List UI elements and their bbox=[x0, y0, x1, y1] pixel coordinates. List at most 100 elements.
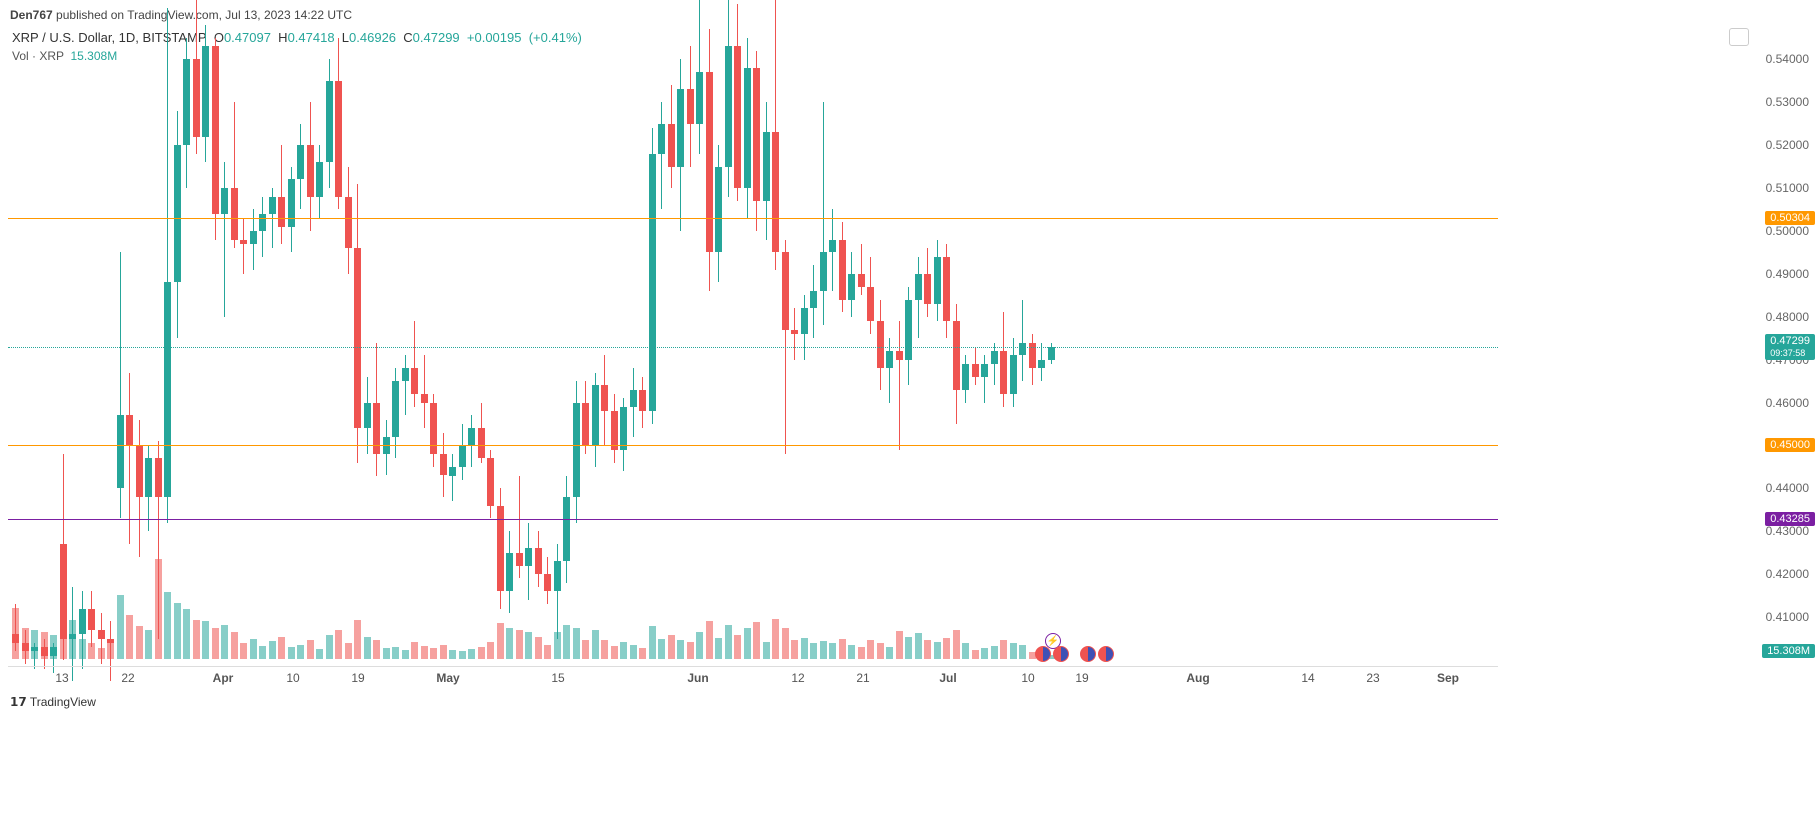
volume-bar[interactable] bbox=[592, 630, 599, 659]
volume-bar[interactable] bbox=[383, 648, 390, 659]
volume-bar[interactable] bbox=[725, 625, 732, 659]
volume-bar[interactable] bbox=[620, 642, 627, 659]
settings-button[interactable] bbox=[1729, 28, 1749, 46]
volume-bar[interactable] bbox=[677, 640, 684, 659]
volume-bar[interactable] bbox=[183, 609, 190, 659]
volume-bar[interactable] bbox=[88, 643, 95, 659]
volume-bar[interactable] bbox=[668, 635, 675, 659]
volume-bar[interactable] bbox=[953, 630, 960, 659]
volume-bar[interactable] bbox=[734, 635, 741, 659]
volume-bar[interactable] bbox=[829, 643, 836, 659]
volume-bar[interactable] bbox=[649, 626, 656, 659]
volume-bar[interactable] bbox=[155, 559, 162, 659]
volume-bar[interactable] bbox=[858, 647, 865, 659]
volume-bar[interactable] bbox=[972, 650, 979, 659]
volume-bar[interactable] bbox=[421, 646, 428, 659]
volume-bar[interactable] bbox=[307, 640, 314, 659]
volume-bar[interactable] bbox=[601, 640, 608, 659]
volume-bar[interactable] bbox=[117, 595, 124, 659]
horizontal-line[interactable] bbox=[8, 519, 1498, 520]
volume-bar[interactable] bbox=[364, 637, 371, 659]
volume-bar[interactable] bbox=[706, 621, 713, 659]
volume-bar[interactable] bbox=[772, 619, 779, 659]
volume-bar[interactable] bbox=[459, 651, 466, 659]
volume-bar[interactable] bbox=[658, 639, 665, 659]
volume-bar[interactable] bbox=[326, 635, 333, 659]
volume-bar[interactable] bbox=[611, 646, 618, 659]
volume-bar[interactable] bbox=[516, 630, 523, 659]
volume-bar[interactable] bbox=[687, 642, 694, 659]
volume-bar[interactable] bbox=[440, 645, 447, 659]
volume-bar[interactable] bbox=[250, 639, 257, 659]
volume-bar[interactable] bbox=[839, 639, 846, 659]
volume-bar[interactable] bbox=[554, 632, 561, 659]
volume-bar[interactable] bbox=[354, 620, 361, 659]
volume-bar[interactable] bbox=[848, 645, 855, 659]
volume-bar[interactable] bbox=[221, 625, 228, 659]
volume-bar[interactable] bbox=[535, 637, 542, 659]
volume-bar[interactable] bbox=[164, 592, 171, 659]
volume-bar[interactable] bbox=[896, 631, 903, 659]
volume-bar[interactable] bbox=[934, 642, 941, 659]
volume-bar[interactable] bbox=[316, 649, 323, 659]
volume-bar[interactable] bbox=[240, 643, 247, 659]
volume-bar[interactable] bbox=[962, 643, 969, 659]
volume-bar[interactable] bbox=[981, 648, 988, 659]
volume-bar[interactable] bbox=[497, 623, 504, 659]
volume-area[interactable] bbox=[8, 559, 1498, 659]
volume-bar[interactable] bbox=[563, 625, 570, 659]
volume-bar[interactable] bbox=[810, 643, 817, 659]
volume-bar[interactable] bbox=[639, 648, 646, 659]
volume-bar[interactable] bbox=[174, 603, 181, 659]
volume-bar[interactable] bbox=[782, 628, 789, 659]
volume-bar[interactable] bbox=[763, 642, 770, 659]
volume-bar[interactable] bbox=[79, 639, 86, 659]
volume-bar[interactable] bbox=[820, 641, 827, 659]
volume-bar[interactable] bbox=[544, 645, 551, 659]
volume-bar[interactable] bbox=[525, 632, 532, 659]
volume-bar[interactable] bbox=[278, 637, 285, 659]
volume-bar[interactable] bbox=[269, 641, 276, 659]
volume-bar[interactable] bbox=[791, 640, 798, 659]
volume-bar[interactable] bbox=[212, 628, 219, 659]
volume-bar[interactable] bbox=[335, 630, 342, 659]
event-badge-icon[interactable] bbox=[1080, 646, 1096, 662]
volume-bar[interactable] bbox=[487, 642, 494, 659]
volume-bar[interactable] bbox=[297, 645, 304, 659]
time-axis[interactable]: 1322Apr1019May15Jun1221Jul1019Aug1423Sep bbox=[8, 666, 1498, 684]
volume-bar[interactable] bbox=[373, 640, 380, 659]
volume-bar[interactable] bbox=[468, 649, 475, 659]
volume-bar[interactable] bbox=[98, 648, 105, 659]
volume-bar[interactable] bbox=[288, 647, 295, 659]
volume-bar[interactable] bbox=[753, 622, 760, 659]
event-badge-icon[interactable] bbox=[1098, 646, 1114, 662]
volume-bar[interactable] bbox=[126, 615, 133, 659]
volume-bar[interactable] bbox=[345, 643, 352, 659]
volume-bar[interactable] bbox=[430, 648, 437, 659]
horizontal-line[interactable] bbox=[8, 445, 1498, 446]
event-badge-icon[interactable] bbox=[1053, 646, 1069, 662]
volume-bar[interactable] bbox=[411, 642, 418, 659]
volume-bar[interactable] bbox=[905, 637, 912, 659]
volume-bar[interactable] bbox=[41, 632, 48, 659]
volume-bar[interactable] bbox=[50, 635, 57, 659]
volume-bar[interactable] bbox=[259, 646, 266, 659]
volume-bar[interactable] bbox=[402, 650, 409, 659]
volume-bar[interactable] bbox=[943, 638, 950, 659]
volume-bar[interactable] bbox=[630, 645, 637, 659]
volume-bar[interactable] bbox=[991, 646, 998, 659]
volume-bar[interactable] bbox=[107, 643, 114, 659]
volume-bar[interactable] bbox=[202, 621, 209, 659]
volume-bar[interactable] bbox=[573, 628, 580, 659]
horizontal-line[interactable] bbox=[8, 218, 1498, 219]
volume-bar[interactable] bbox=[12, 608, 19, 659]
volume-bar[interactable] bbox=[715, 638, 722, 659]
volume-bar[interactable] bbox=[506, 628, 513, 659]
volume-bar[interactable] bbox=[867, 640, 874, 659]
volume-bar[interactable] bbox=[1019, 645, 1026, 659]
price-axis[interactable]: 0.410000.420000.430000.440000.450000.460… bbox=[1751, 25, 1819, 660]
volume-bar[interactable] bbox=[22, 628, 29, 659]
volume-bar[interactable] bbox=[924, 640, 931, 659]
volume-bar[interactable] bbox=[744, 628, 751, 659]
volume-bar[interactable] bbox=[478, 647, 485, 659]
